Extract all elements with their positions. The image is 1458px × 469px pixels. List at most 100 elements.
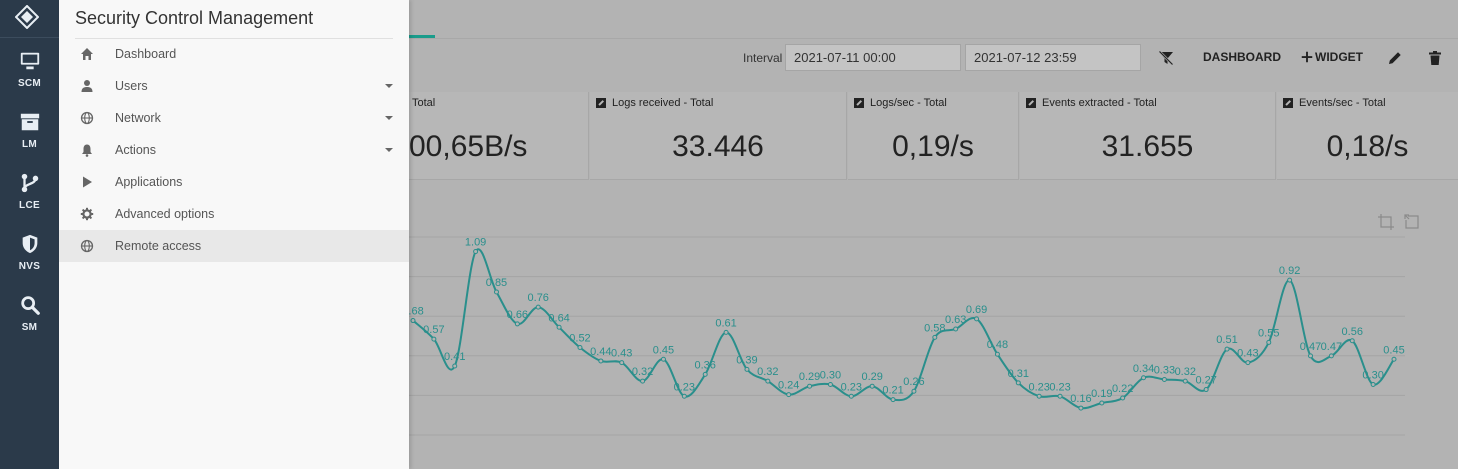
data-point[interactable] bbox=[807, 383, 813, 389]
metric-card-logs-per-sec: Logs/sec - Total 0,19/s bbox=[848, 92, 1019, 180]
data-point[interactable] bbox=[577, 344, 583, 350]
data-label: 0.19 bbox=[1091, 388, 1112, 400]
data-point[interactable] bbox=[619, 360, 625, 366]
rail-item-sm[interactable]: SM bbox=[0, 282, 59, 340]
data-point[interactable] bbox=[953, 326, 959, 332]
data-point[interactable] bbox=[1015, 380, 1021, 386]
rail-item-label: LM bbox=[21, 139, 38, 150]
reset-zoom-icon[interactable] bbox=[1404, 214, 1420, 230]
data-point[interactable] bbox=[410, 318, 416, 324]
data-point[interactable] bbox=[1036, 393, 1042, 399]
drawer-item-label: Remote access bbox=[115, 239, 202, 253]
data-label: 0.45 bbox=[1383, 344, 1404, 356]
data-point[interactable] bbox=[556, 324, 562, 330]
add-widget-button[interactable]: WIDGET bbox=[1301, 50, 1363, 64]
data-point[interactable] bbox=[974, 316, 980, 322]
data-point[interactable] bbox=[1308, 353, 1314, 359]
chevron-down-icon[interactable] bbox=[385, 148, 393, 152]
data-point[interactable] bbox=[1328, 353, 1334, 359]
data-point[interactable] bbox=[932, 334, 938, 340]
filter-off-icon bbox=[1158, 50, 1174, 66]
drawer-item-label: Users bbox=[115, 79, 148, 93]
rail-item-label: LCE bbox=[19, 200, 40, 211]
chevron-down-icon[interactable] bbox=[385, 116, 393, 120]
data-point[interactable] bbox=[827, 382, 833, 388]
data-point[interactable] bbox=[890, 397, 896, 403]
data-point[interactable] bbox=[640, 378, 646, 384]
data-point[interactable] bbox=[1370, 382, 1376, 388]
data-point[interactable] bbox=[744, 366, 750, 372]
data-point[interactable] bbox=[1349, 338, 1355, 344]
data-point[interactable] bbox=[598, 358, 604, 364]
data-point[interactable] bbox=[869, 383, 875, 389]
data-point[interactable] bbox=[1266, 339, 1272, 345]
data-label: 0.63 bbox=[945, 314, 966, 326]
data-point[interactable] bbox=[431, 336, 437, 342]
data-point[interactable] bbox=[723, 329, 729, 335]
rail-item-scm[interactable]: SCM bbox=[0, 38, 59, 96]
globe-icon bbox=[80, 111, 94, 125]
rail-item-label: NVS bbox=[18, 261, 41, 272]
edit-button[interactable] bbox=[1387, 50, 1403, 66]
interval-start-input[interactable] bbox=[785, 44, 961, 71]
drawer-item-dashboard[interactable]: Dashboard bbox=[59, 38, 409, 70]
data-point[interactable] bbox=[1141, 375, 1147, 381]
data-point[interactable] bbox=[786, 392, 792, 398]
data-point[interactable] bbox=[765, 378, 771, 384]
data-label: 0.56 bbox=[1342, 326, 1363, 338]
drawer-item-network[interactable]: Network bbox=[59, 102, 409, 134]
data-point[interactable] bbox=[1224, 346, 1230, 352]
metric-title: Events/sec - Total bbox=[1283, 97, 1386, 109]
data-point[interactable] bbox=[1287, 277, 1293, 283]
data-label: 0.39 bbox=[736, 354, 757, 366]
interval-end-input[interactable] bbox=[965, 44, 1141, 71]
metrics-bar bbox=[409, 78, 1458, 92]
data-label: 0.29 bbox=[799, 371, 820, 383]
clear-filter-button[interactable] bbox=[1158, 50, 1174, 66]
drawer-item-actions[interactable]: Actions bbox=[59, 134, 409, 166]
data-point[interactable] bbox=[1161, 376, 1167, 382]
branch-icon bbox=[21, 173, 38, 193]
data-point[interactable] bbox=[848, 393, 854, 399]
data-point[interactable] bbox=[681, 393, 687, 399]
data-point[interactable] bbox=[473, 249, 479, 255]
drawer-item-users[interactable]: Users bbox=[59, 70, 409, 102]
data-point[interactable] bbox=[493, 289, 499, 295]
zoom-icon[interactable] bbox=[1378, 214, 1394, 230]
data-point[interactable] bbox=[1078, 405, 1084, 411]
app-logo-icon[interactable] bbox=[15, 5, 39, 29]
data-point[interactable] bbox=[1099, 400, 1105, 406]
data-label: 0.31 bbox=[1008, 368, 1029, 380]
data-label: 0.26 bbox=[903, 376, 924, 388]
rail-item-lm[interactable]: LM bbox=[0, 99, 59, 157]
data-label: 0.36 bbox=[695, 359, 716, 371]
data-point[interactable] bbox=[1245, 360, 1251, 366]
data-point[interactable] bbox=[1182, 378, 1188, 384]
data-point[interactable] bbox=[535, 304, 541, 310]
drawer-item-applications[interactable]: Applications bbox=[59, 166, 409, 198]
data-label: 0.21 bbox=[882, 385, 903, 397]
data-point[interactable] bbox=[702, 371, 708, 377]
rail-item-label: SM bbox=[21, 322, 38, 333]
dashboard-button[interactable]: DASHBOARD bbox=[1203, 50, 1281, 64]
metric-value: 0,19/s bbox=[892, 130, 974, 163]
rail-item-nvs[interactable]: NVS bbox=[0, 221, 59, 279]
data-point[interactable] bbox=[452, 363, 458, 369]
data-point[interactable] bbox=[1057, 393, 1063, 399]
data-point[interactable] bbox=[514, 321, 520, 327]
rail-item-lce[interactable]: LCE bbox=[0, 160, 59, 218]
data-point[interactable] bbox=[911, 388, 917, 394]
drawer-item-remote-access[interactable]: Remote access bbox=[59, 230, 409, 262]
drawer-item-advanced-options[interactable]: Advanced options bbox=[59, 198, 409, 230]
data-point[interactable] bbox=[660, 356, 666, 362]
data-point[interactable] bbox=[994, 351, 1000, 357]
app-rail: SCM LM LCE NVS SM bbox=[0, 0, 59, 469]
delete-button[interactable] bbox=[1427, 50, 1443, 66]
data-point[interactable] bbox=[1120, 395, 1126, 401]
data-label: 0.48 bbox=[987, 339, 1008, 351]
drawer-title: Security Control Management bbox=[75, 8, 314, 28]
chevron-down-icon[interactable] bbox=[385, 84, 393, 88]
home-icon bbox=[80, 47, 94, 61]
data-point[interactable] bbox=[1203, 387, 1209, 393]
data-point[interactable] bbox=[1391, 356, 1397, 362]
